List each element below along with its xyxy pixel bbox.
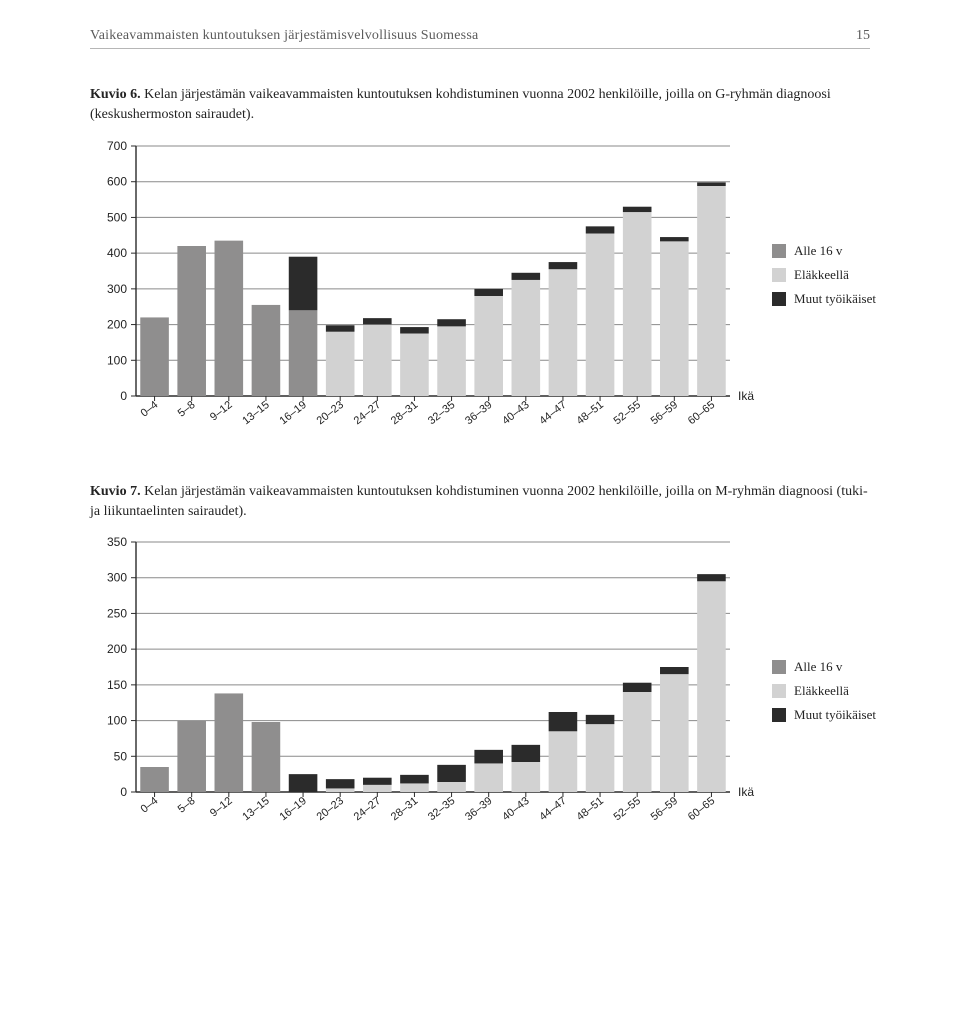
svg-text:400: 400 — [107, 246, 127, 260]
svg-text:100: 100 — [107, 353, 127, 367]
page-number: 15 — [856, 28, 870, 44]
svg-text:32–35: 32–35 — [426, 399, 457, 427]
svg-text:40–43: 40–43 — [500, 795, 531, 823]
svg-text:250: 250 — [107, 607, 127, 621]
svg-text:50: 50 — [114, 749, 128, 763]
legend-swatch — [772, 292, 786, 306]
legend-item: Eläkkeellä — [772, 683, 876, 699]
axis-age-label: Ikä — [738, 785, 754, 799]
figure6-chart: 0 100 200 300 400 500 600 700 0–4 5–8 9–1213–1516–… — [90, 138, 860, 438]
svg-text:20–23: 20–23 — [315, 795, 346, 823]
svg-text:0: 0 — [120, 389, 127, 403]
figure7-label: Kuvio 7. — [90, 484, 141, 499]
svg-text:20–23: 20–23 — [315, 399, 346, 427]
svg-text:13–15: 13–15 — [240, 795, 271, 823]
svg-text:9–12: 9–12 — [208, 399, 235, 424]
svg-text:700: 700 — [107, 139, 127, 153]
svg-text:16–19: 16–19 — [277, 399, 308, 427]
figure6-caption-text: Kelan järjestämän vaikeavammaisten kunto… — [90, 87, 831, 122]
legend-swatch — [772, 708, 786, 722]
legend-item: Eläkkeellä — [772, 267, 876, 283]
svg-text:56–59: 56–59 — [649, 795, 680, 823]
legend-label: Muut työikäiset — [794, 707, 876, 723]
svg-text:60–65: 60–65 — [686, 399, 717, 427]
svg-text:52–55: 52–55 — [612, 399, 643, 427]
svg-text:9–12: 9–12 — [208, 795, 235, 820]
svg-text:60–65: 60–65 — [686, 795, 717, 823]
svg-text:16–19: 16–19 — [277, 795, 308, 823]
svg-text:44–47: 44–47 — [537, 795, 568, 823]
svg-text:300: 300 — [107, 281, 127, 295]
legend-item: Alle 16 v — [772, 659, 876, 675]
legend-item: Muut työikäiset — [772, 707, 876, 723]
svg-text:600: 600 — [107, 174, 127, 188]
figure7-caption-text: Kelan järjestämän vaikeavammaisten kunto… — [90, 484, 868, 519]
svg-text:36–39: 36–39 — [463, 399, 494, 427]
svg-text:40–43: 40–43 — [500, 399, 531, 427]
svg-text:28–31: 28–31 — [389, 399, 420, 427]
legend-label: Alle 16 v — [794, 659, 842, 675]
svg-text:48–51: 48–51 — [574, 399, 605, 427]
svg-text:300: 300 — [107, 571, 127, 585]
figure7-caption: Kuvio 7. Kelan järjestämän vaikeavammais… — [90, 482, 870, 523]
svg-text:44–47: 44–47 — [537, 399, 568, 427]
svg-text:24–27: 24–27 — [352, 795, 383, 823]
legend-label: Eläkkeellä — [794, 683, 849, 699]
svg-text:24–27: 24–27 — [352, 399, 383, 427]
svg-text:350: 350 — [107, 535, 127, 549]
legend-label: Muut työikäiset — [794, 291, 876, 307]
svg-text:32–35: 32–35 — [426, 795, 457, 823]
svg-text:5–8: 5–8 — [176, 795, 198, 816]
svg-text:13–15: 13–15 — [240, 399, 271, 427]
legend-item: Muut työikäiset — [772, 291, 876, 307]
svg-text:500: 500 — [107, 210, 127, 224]
svg-text:200: 200 — [107, 317, 127, 331]
svg-text:5–8: 5–8 — [176, 399, 198, 420]
axis-age-label: Ikä — [738, 389, 754, 403]
figure6-legend: Alle 16 v Eläkkeellä Muut työikäiset — [772, 243, 876, 307]
svg-text:56–59: 56–59 — [649, 399, 680, 427]
figure6-caption: Kuvio 6. Kelan järjestämän vaikeavammais… — [90, 85, 870, 126]
svg-text:0–4: 0–4 — [139, 795, 161, 816]
legend-item: Alle 16 v — [772, 243, 876, 259]
svg-text:48–51: 48–51 — [574, 795, 605, 823]
svg-text:28–31: 28–31 — [389, 795, 420, 823]
svg-text:52–55: 52–55 — [612, 795, 643, 823]
running-title: Vaikeavammaisten kuntoutuksen järjestämi… — [90, 28, 478, 44]
legend-swatch — [772, 268, 786, 282]
legend-label: Alle 16 v — [794, 243, 842, 259]
figure7-chart: 0 50 100 150 200 250 300 350 0–4 5–8 9–1213–1516–1… — [90, 534, 860, 834]
figure6-label: Kuvio 6. — [90, 87, 141, 102]
figure7-legend: Alle 16 v Eläkkeellä Muut työikäiset — [772, 659, 876, 723]
legend-swatch — [772, 244, 786, 258]
svg-text:150: 150 — [107, 678, 127, 692]
svg-text:36–39: 36–39 — [463, 795, 494, 823]
legend-swatch — [772, 684, 786, 698]
svg-text:200: 200 — [107, 642, 127, 656]
legend-label: Eläkkeellä — [794, 267, 849, 283]
svg-text:0: 0 — [120, 785, 127, 799]
legend-swatch — [772, 660, 786, 674]
svg-text:0–4: 0–4 — [139, 399, 161, 420]
svg-text:100: 100 — [107, 714, 127, 728]
